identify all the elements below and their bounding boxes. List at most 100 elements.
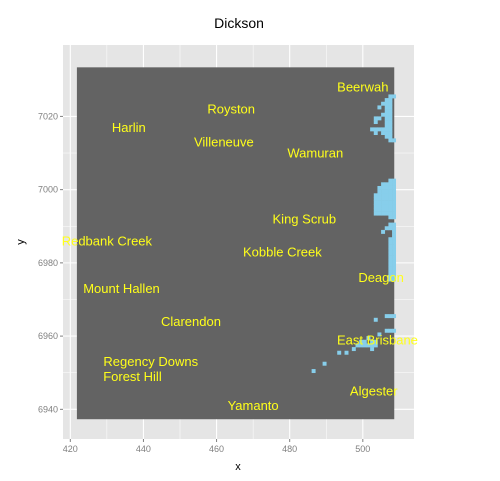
water-cell bbox=[392, 215, 397, 220]
water-cell bbox=[388, 116, 393, 121]
water-cell bbox=[384, 204, 389, 209]
water-cell bbox=[384, 211, 389, 216]
water-cell bbox=[373, 339, 378, 344]
x-tick-label: 500 bbox=[355, 444, 370, 454]
chart-title: Dickson bbox=[214, 15, 264, 31]
water-cell bbox=[370, 347, 375, 352]
water-cell bbox=[359, 339, 364, 344]
water-cell bbox=[388, 215, 393, 220]
water-cell bbox=[373, 120, 378, 125]
water-cell bbox=[362, 339, 367, 344]
water-cell bbox=[384, 105, 389, 110]
water-cell bbox=[388, 244, 393, 249]
water-cell bbox=[388, 94, 393, 99]
water-cell bbox=[381, 185, 386, 190]
water-cell bbox=[388, 120, 393, 125]
water-cell bbox=[388, 105, 393, 110]
x-tick-label: 480 bbox=[282, 444, 297, 454]
water-cell bbox=[388, 134, 393, 139]
water-cell bbox=[392, 233, 397, 238]
water-cell bbox=[392, 193, 397, 198]
water-cell bbox=[381, 196, 386, 201]
water-cell bbox=[373, 116, 378, 121]
place-label: Beerwah bbox=[337, 80, 388, 95]
place-label: Kobble Creek bbox=[243, 244, 322, 259]
water-layer bbox=[311, 94, 397, 374]
water-cell bbox=[388, 101, 393, 106]
water-cell bbox=[392, 207, 397, 212]
water-cell bbox=[373, 207, 378, 212]
water-cell bbox=[311, 369, 316, 374]
water-cell bbox=[392, 189, 397, 194]
water-cell bbox=[373, 196, 378, 201]
water-cell bbox=[377, 204, 382, 209]
water-cell bbox=[392, 211, 397, 216]
y-tick-label: 7020 bbox=[38, 111, 58, 121]
water-cell bbox=[392, 270, 397, 275]
water-cell bbox=[388, 138, 393, 143]
water-cell bbox=[377, 127, 382, 132]
place-label: Algester bbox=[350, 384, 398, 399]
water-cell bbox=[388, 131, 393, 136]
water-cell bbox=[388, 255, 393, 260]
water-cell bbox=[377, 185, 382, 190]
x-tick-label: 420 bbox=[63, 444, 78, 454]
water-cell bbox=[388, 251, 393, 256]
place-label: Redbank Creek bbox=[62, 233, 153, 248]
water-cell bbox=[377, 207, 382, 212]
water-cell bbox=[388, 185, 393, 190]
water-cell bbox=[388, 178, 393, 183]
y-tick-label: 6940 bbox=[38, 404, 58, 414]
water-cell bbox=[388, 259, 393, 264]
place-label: Clarendon bbox=[161, 314, 221, 329]
water-cell bbox=[392, 226, 397, 231]
water-cell bbox=[373, 211, 378, 216]
place-labels: Beerwah Royston Harlin Villeneuve Wamuran Kin… bbox=[62, 80, 418, 414]
water-cell bbox=[384, 109, 389, 114]
water-cell bbox=[388, 314, 393, 319]
y-tick-label: 6960 bbox=[38, 331, 58, 341]
water-cell bbox=[381, 127, 386, 132]
place-label: King Scrub bbox=[273, 211, 337, 226]
water-cell bbox=[392, 185, 397, 190]
x-tick-label: 440 bbox=[136, 444, 151, 454]
water-cell bbox=[381, 200, 386, 205]
x-axis: 420 440 460 480 500 bbox=[63, 439, 370, 454]
water-cell bbox=[384, 131, 389, 136]
place-label: Regency Downs bbox=[103, 354, 198, 369]
water-cell bbox=[388, 226, 393, 231]
water-cell bbox=[373, 343, 378, 348]
water-cell bbox=[388, 204, 393, 209]
water-cell bbox=[388, 109, 393, 114]
water-cell bbox=[392, 94, 397, 99]
water-cell bbox=[384, 314, 389, 319]
water-cell bbox=[377, 193, 382, 198]
y-tick-label: 6980 bbox=[38, 258, 58, 268]
water-cell bbox=[384, 226, 389, 231]
water-cell bbox=[384, 134, 389, 139]
water-cell bbox=[392, 229, 397, 234]
water-cell bbox=[366, 343, 371, 348]
water-cell bbox=[388, 123, 393, 128]
water-cell bbox=[377, 189, 382, 194]
water-cell bbox=[381, 112, 386, 117]
water-cell bbox=[388, 248, 393, 253]
water-cell bbox=[392, 204, 397, 209]
water-cell bbox=[388, 200, 393, 205]
water-cell bbox=[384, 189, 389, 194]
water-cell bbox=[377, 332, 382, 337]
water-cell bbox=[351, 347, 356, 352]
water-cell bbox=[370, 343, 375, 348]
water-cell bbox=[373, 131, 378, 136]
water-cell bbox=[381, 229, 386, 234]
y-tick-label: 7000 bbox=[38, 185, 58, 195]
water-cell bbox=[388, 207, 393, 212]
water-cell bbox=[373, 193, 378, 198]
water-cell bbox=[388, 193, 393, 198]
place-label: Yamanto bbox=[228, 398, 279, 413]
water-cell bbox=[384, 207, 389, 212]
water-cell bbox=[392, 196, 397, 201]
place-label: Harlin bbox=[112, 120, 146, 135]
water-cell bbox=[388, 262, 393, 267]
water-cell bbox=[384, 127, 389, 132]
